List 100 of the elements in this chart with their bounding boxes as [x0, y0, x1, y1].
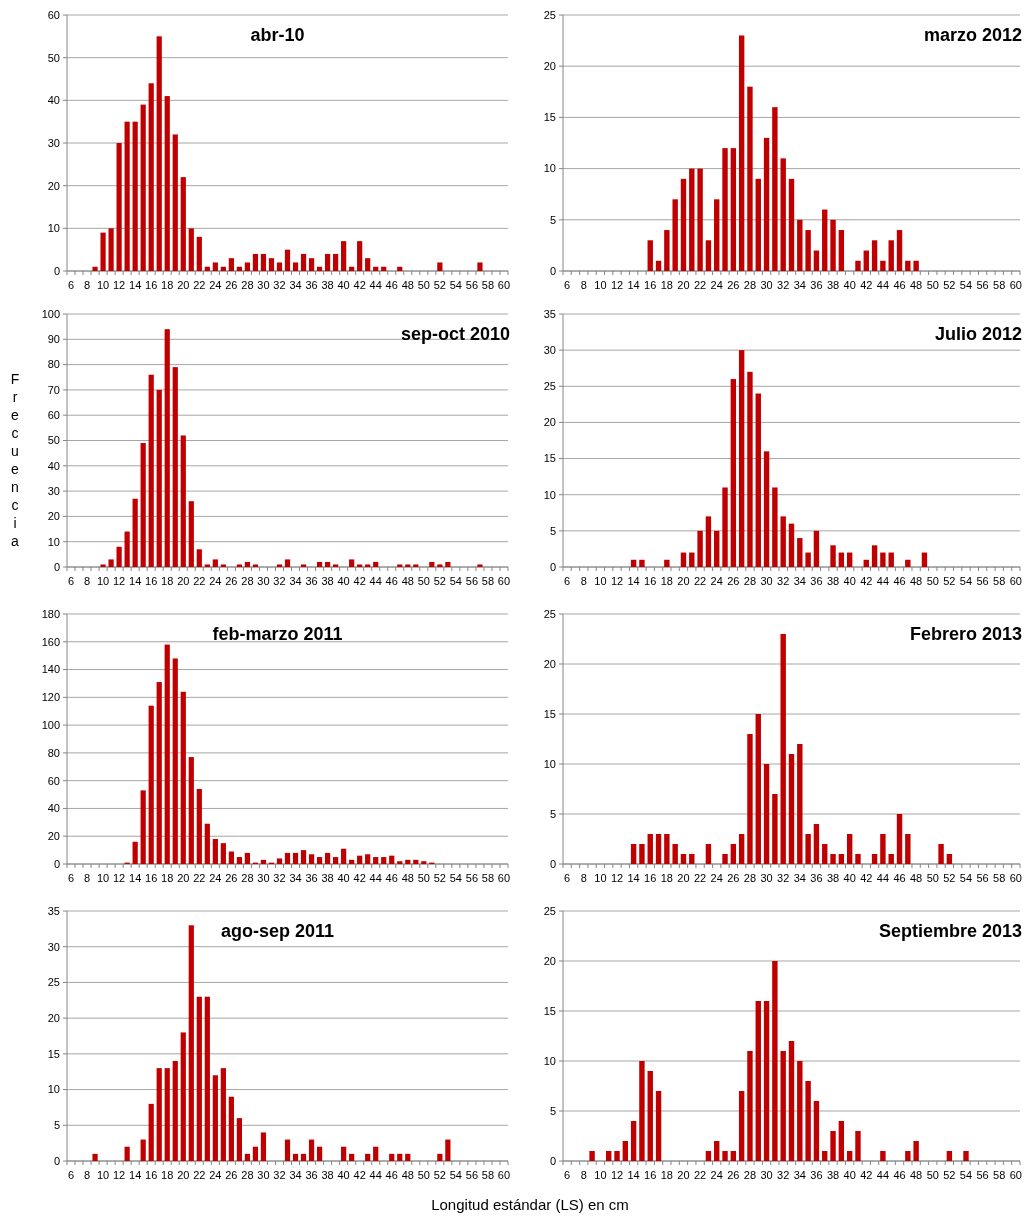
- bar: [788, 754, 795, 864]
- bar: [689, 854, 695, 864]
- x-tick-label: 58: [481, 575, 495, 587]
- bar: [373, 561, 379, 567]
- y-tick-label: 25: [543, 8, 556, 21]
- x-tick-label: 48: [401, 575, 414, 587]
- bar: [140, 443, 146, 567]
- bar: [730, 844, 737, 864]
- x-tick-label: 30: [760, 279, 773, 291]
- bar: [92, 1153, 98, 1161]
- x-tick-label: 22: [693, 1169, 707, 1181]
- bar: [300, 1153, 307, 1161]
- x-tick-label: 20: [177, 1169, 190, 1181]
- bar: [797, 744, 803, 864]
- bar: [905, 559, 911, 567]
- x-tick-label: 16: [145, 1169, 158, 1181]
- bar: [780, 634, 786, 864]
- x-tick-label: 30: [257, 1169, 270, 1181]
- bar: [797, 1061, 803, 1161]
- x-tick-label: 56: [465, 279, 479, 291]
- bar: [437, 564, 443, 567]
- x-tick-label: 50: [417, 872, 430, 884]
- bar: [308, 258, 315, 271]
- bar: [252, 253, 259, 271]
- bar: [747, 86, 753, 271]
- y-tick-label: 5: [549, 213, 556, 226]
- bar: [722, 1151, 728, 1161]
- bar: [722, 854, 728, 864]
- bar: [381, 266, 387, 271]
- bar: [888, 240, 894, 271]
- x-tick-label: 30: [760, 872, 773, 884]
- bar: [813, 250, 820, 271]
- bar: [846, 1151, 853, 1161]
- bar: [308, 1139, 315, 1161]
- y-tick-label: 25: [47, 976, 60, 989]
- bar: [846, 834, 853, 864]
- x-tick-label: 40: [843, 279, 856, 291]
- y-tick-label: 60: [47, 774, 60, 787]
- bar: [204, 823, 210, 864]
- bar: [148, 83, 154, 271]
- x-tick-label: 24: [209, 1169, 222, 1181]
- bar: [116, 143, 122, 271]
- x-tick-label: 56: [976, 279, 989, 291]
- y-tick-label: 5: [53, 1119, 60, 1132]
- bar: [276, 858, 283, 864]
- bar: [763, 451, 770, 567]
- x-tick-label: 12: [112, 575, 126, 587]
- x-tick-label: 8: [83, 575, 91, 587]
- x-tick-label: 10: [96, 279, 110, 291]
- x-tick-label: 26: [727, 872, 740, 884]
- bar: [324, 561, 331, 567]
- x-tick-label: 44: [876, 872, 890, 884]
- x-tick-label: 20: [177, 575, 190, 587]
- bar: [204, 564, 210, 567]
- y-tick-label: 30: [47, 940, 60, 953]
- bar: [308, 854, 315, 864]
- x-tick-label: 50: [926, 1169, 939, 1181]
- x-tick-label: 44: [369, 575, 382, 587]
- bar: [212, 1075, 218, 1161]
- x-tick-label: 10: [594, 872, 607, 884]
- x-tick-label: 14: [627, 1169, 640, 1181]
- bar: [589, 1151, 595, 1161]
- x-tick-label: 26: [727, 575, 740, 587]
- x-tick-label: 32: [777, 872, 790, 884]
- x-tick-label: 20: [177, 872, 190, 884]
- bar: [672, 199, 678, 271]
- y-tick-label: 30: [47, 136, 60, 149]
- y-tick-label: 0: [549, 264, 556, 277]
- x-tick-label: 10: [96, 575, 110, 587]
- bar: [788, 178, 795, 271]
- x-tick-label: 34: [289, 872, 302, 884]
- bar: [855, 854, 861, 864]
- x-tick-label: 26: [225, 279, 238, 291]
- bar: [333, 253, 339, 271]
- bar: [172, 658, 178, 864]
- bar: [333, 857, 339, 864]
- bar: [148, 374, 154, 567]
- y-tick-label: 15: [543, 707, 556, 720]
- bar: [140, 1139, 146, 1161]
- x-tick-label: 38: [321, 279, 334, 291]
- bar: [244, 561, 251, 567]
- y-tick-label: 20: [543, 60, 556, 73]
- bar: [871, 854, 878, 864]
- y-tick-label: 100: [41, 718, 60, 731]
- bar: [421, 861, 427, 864]
- y-tick-label: 20: [543, 416, 556, 429]
- y-tick-label: 10: [47, 535, 60, 548]
- bar: [316, 266, 323, 271]
- bar: [672, 844, 678, 864]
- x-tick-label: 16: [145, 575, 158, 587]
- x-tick-label: 24: [710, 872, 723, 884]
- x-tick-label: 58: [481, 1169, 495, 1181]
- bar: [124, 121, 130, 271]
- y-tick-label: 10: [543, 162, 556, 175]
- x-tick-label: 12: [610, 872, 624, 884]
- x-tick-label: 60: [497, 872, 511, 884]
- bar: [124, 531, 130, 567]
- x-tick-label: 48: [910, 279, 923, 291]
- bar: [132, 121, 138, 271]
- x-tick-label: 16: [644, 575, 657, 587]
